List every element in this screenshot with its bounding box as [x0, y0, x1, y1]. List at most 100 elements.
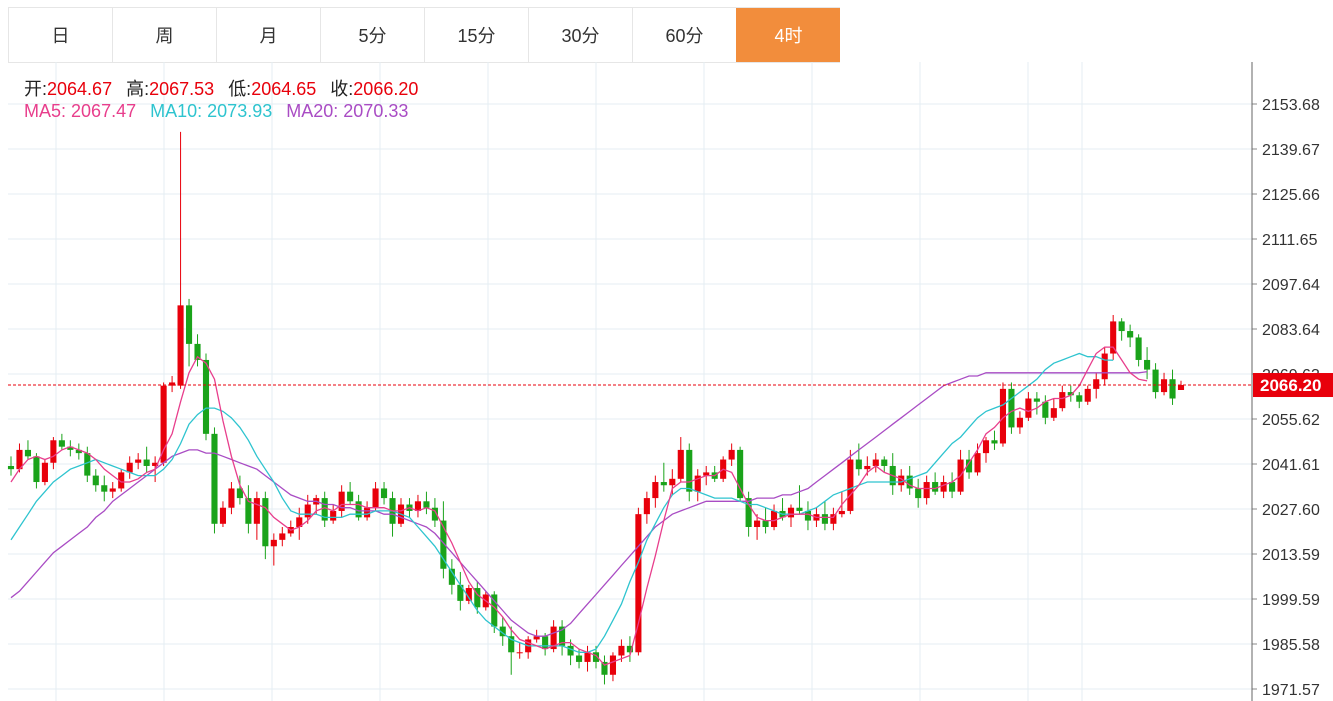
candle-body	[219, 507, 227, 524]
candle-body	[423, 501, 430, 508]
y-tick-label: 2013.59	[1262, 547, 1320, 564]
candle-body	[542, 636, 549, 650]
tab-60min[interactable]: 60分	[632, 8, 736, 62]
candle-body	[626, 645, 633, 653]
candle-body	[1016, 417, 1023, 428]
candle-body	[1084, 388, 1091, 402]
candle-body	[703, 472, 710, 476]
tab-month[interactable]: 月	[216, 8, 320, 62]
candle-body	[457, 584, 464, 601]
tab-30min[interactable]: 30分	[528, 8, 632, 62]
candle-body	[609, 655, 617, 675]
candle-body	[1059, 392, 1066, 409]
candle-body	[75, 449, 82, 454]
y-tick-label: 1999.59	[1262, 592, 1320, 609]
candle-body	[126, 462, 133, 473]
y-tick-label: 1985.58	[1262, 637, 1320, 654]
candle-body	[940, 482, 947, 492]
candle-body	[838, 510, 845, 515]
y-tick-label: 1971.57	[1262, 682, 1320, 699]
candle-body	[7, 465, 15, 470]
candle-body	[872, 459, 879, 466]
candle-body	[169, 382, 176, 386]
candle-body	[635, 514, 642, 653]
tab-week[interactable]: 周	[112, 8, 216, 62]
candle-body	[491, 594, 498, 627]
ma5-label: MA5:	[24, 101, 67, 121]
candle-body	[694, 475, 701, 492]
y-tick-label: 2027.60	[1262, 502, 1320, 519]
candle-body	[999, 388, 1007, 444]
candle-body	[1067, 392, 1074, 396]
candle-body	[898, 475, 905, 486]
low-value: 2064.65	[251, 79, 317, 99]
high-value: 2067.53	[149, 79, 215, 99]
candle-body	[584, 652, 591, 662]
close-label: 收:	[330, 79, 354, 99]
candle-body	[881, 459, 888, 466]
candle-body	[737, 449, 744, 499]
candle-body	[982, 440, 990, 454]
candle-body	[440, 520, 447, 569]
candle-body	[686, 449, 693, 492]
last-price-tag	[1253, 373, 1333, 398]
candle-body	[601, 661, 608, 675]
candle-body	[728, 449, 735, 460]
candle-body	[372, 488, 379, 508]
candle-body	[414, 501, 422, 511]
tab-day[interactable]: 日	[8, 8, 112, 62]
candle-body	[135, 459, 142, 463]
candle-body	[1169, 379, 1176, 399]
low-label: 低:	[228, 79, 252, 99]
candle-body	[974, 453, 981, 473]
candle-body	[923, 482, 930, 499]
candle-body	[1135, 337, 1142, 360]
candle-body	[864, 465, 871, 470]
candle-body	[474, 588, 481, 608]
candle-body	[499, 626, 506, 637]
candle-body	[1144, 359, 1151, 370]
candle-body	[270, 539, 277, 547]
tab-4hour[interactable]: 4时	[736, 8, 840, 62]
candle-body	[1033, 398, 1040, 402]
candle-body	[669, 478, 676, 486]
y-tick-label: 2139.67	[1262, 142, 1320, 159]
candle-body	[84, 453, 91, 476]
candle-body	[177, 305, 184, 386]
candle-body	[1008, 388, 1015, 428]
candle-body	[804, 510, 812, 521]
candle-body	[855, 459, 862, 470]
candle-body	[58, 440, 65, 447]
candle-body	[1110, 321, 1117, 354]
candle-body	[262, 498, 269, 547]
candle-body	[321, 498, 328, 521]
candle-body	[677, 449, 684, 479]
candle-body	[550, 626, 557, 650]
candle-body	[143, 459, 150, 466]
candle-body	[253, 498, 260, 524]
tab-15min[interactable]: 15分	[424, 8, 528, 62]
candle-body	[1160, 379, 1168, 393]
ma5-line	[10, 346, 1148, 666]
candle-body	[516, 652, 523, 654]
tab-5min[interactable]: 5分	[320, 8, 424, 62]
candle-body	[830, 514, 837, 524]
period-tabs: 日 周 月 5分 15分 30分 60分 4时	[8, 7, 840, 63]
candle-body	[431, 507, 438, 521]
ma10-label: MA10:	[150, 101, 203, 121]
candle-body	[915, 488, 922, 499]
candle-body	[185, 305, 193, 344]
candle-body	[1093, 379, 1100, 389]
candle-body	[41, 462, 48, 483]
candle-body	[101, 485, 108, 492]
y-tick-label: 2041.61	[1262, 457, 1320, 474]
y-tick-label: 2153.68	[1262, 97, 1320, 114]
candle-body	[533, 636, 540, 640]
candle-body	[745, 498, 752, 528]
candle-body	[109, 488, 116, 492]
candle-body	[296, 517, 303, 528]
candle-body	[160, 385, 167, 463]
candle-body	[24, 449, 32, 457]
candle-body	[364, 507, 371, 518]
